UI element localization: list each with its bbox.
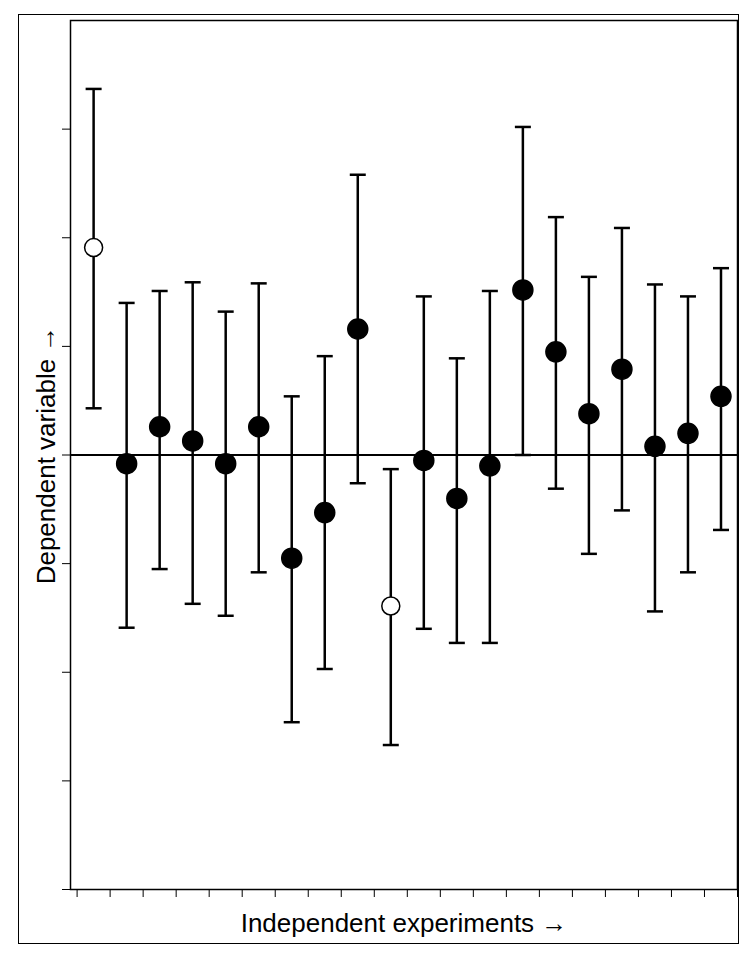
svg-text:Dependent variable →: Dependent variable → [31,326,61,585]
svg-text:Independent experiments →: Independent experiments → [241,908,568,938]
